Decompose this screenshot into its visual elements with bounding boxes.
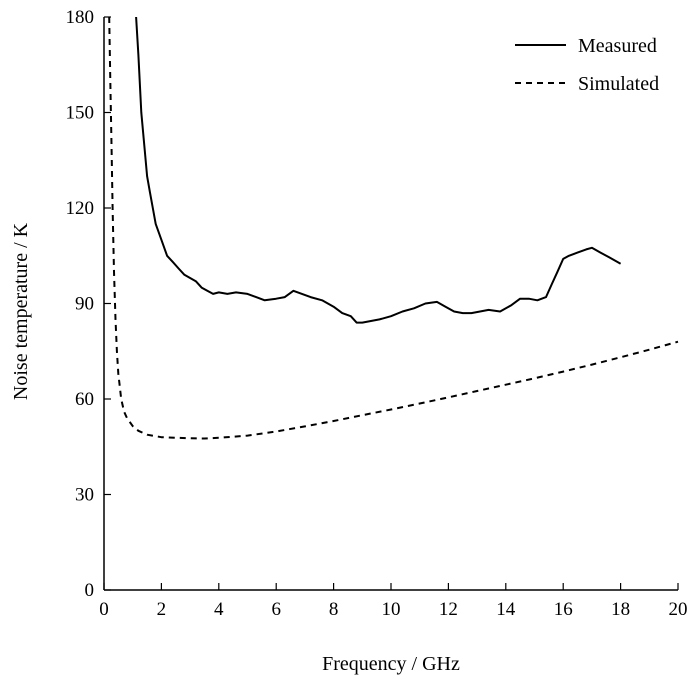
y-tick-label: 90 xyxy=(75,294,94,315)
legend-label-simulated: Simulated xyxy=(578,73,659,95)
x-tick-label: 18 xyxy=(611,599,630,620)
series xyxy=(108,16,679,440)
y-tick-label: 150 xyxy=(66,103,95,124)
x-tick-label: 12 xyxy=(439,599,458,620)
legend: Measured Simulated xyxy=(515,35,659,95)
y-axis-title: Noise temperature / K xyxy=(10,222,32,400)
x-tick-label: 16 xyxy=(554,599,573,620)
series-line-simulated xyxy=(108,16,679,440)
axes xyxy=(103,17,678,591)
x-tick-label: 10 xyxy=(382,599,401,620)
x-tick-label: 2 xyxy=(157,599,167,620)
x-tick-label: 6 xyxy=(271,599,281,620)
x-tick-label: 20 xyxy=(669,599,688,620)
x-tick-label: 0 xyxy=(99,599,109,620)
legend-label-measured: Measured xyxy=(578,35,657,57)
y-tick-label: 120 xyxy=(66,198,95,219)
y-tick-label: 60 xyxy=(75,389,94,410)
x-axis-title: Frequency / GHz xyxy=(322,653,460,675)
x-tick-label: 4 xyxy=(214,599,224,620)
y-tick-label: 30 xyxy=(75,485,94,506)
series-line-measured xyxy=(135,16,622,324)
y-tick-label: 0 xyxy=(85,580,95,601)
y-tick-label: 180 xyxy=(66,7,95,28)
ticks: 0 2 4 6 8 10 12 14 16 18 20 0 30 60 90 120 150 180 xyxy=(66,7,688,620)
x-tick-label: 14 xyxy=(496,599,516,620)
x-tick-label: 8 xyxy=(329,599,339,620)
